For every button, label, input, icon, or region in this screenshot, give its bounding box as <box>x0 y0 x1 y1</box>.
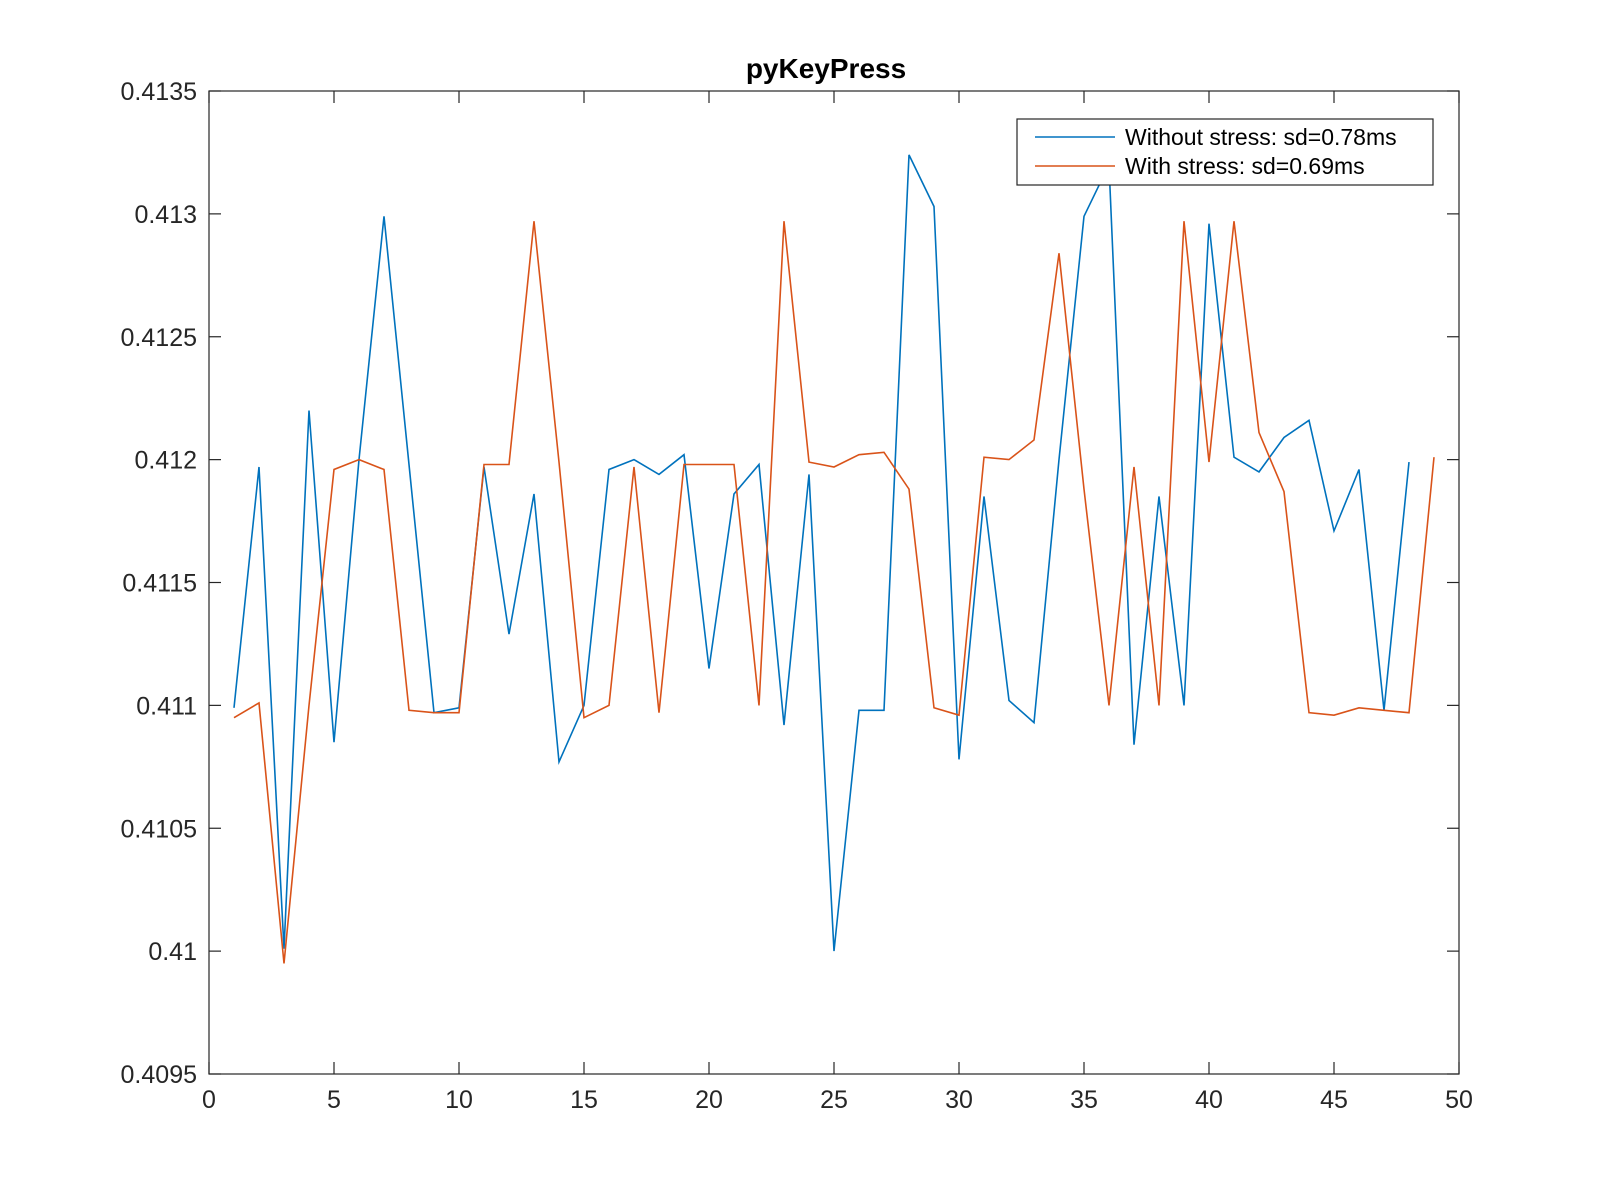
plot-area <box>209 91 1459 1074</box>
y-tick-label: 0.412 <box>134 447 197 475</box>
axes-box <box>208 90 1460 1075</box>
x-tick-label: 45 <box>1320 1086 1348 1114</box>
x-tick-label: 0 <box>202 1086 216 1114</box>
y-tick-label: 0.4095 <box>121 1061 197 1089</box>
y-tick-label: 0.413 <box>134 201 197 229</box>
series-line-0 <box>233 154 1410 952</box>
x-tick-label: 30 <box>945 1086 973 1114</box>
y-tick-label: 0.4135 <box>121 78 197 106</box>
chart-title: pyKeyPress <box>746 53 906 84</box>
x-tick-label: 50 <box>1445 1086 1473 1114</box>
y-tick-label: 0.4125 <box>121 324 197 352</box>
x-tick-label: 40 <box>1195 1086 1223 1114</box>
y-tick-label: 0.41 <box>148 938 197 966</box>
y-tick-label: 0.411 <box>136 692 197 720</box>
legend-label-1: With stress: sd=0.69ms <box>1125 153 1365 179</box>
legend: Without stress: sd=0.78ms With stress: sd… <box>1016 118 1434 186</box>
x-tick-label: 5 <box>327 1086 341 1114</box>
axis-ticks: 0 5 10 15 20 25 30 35 40 45 50 0.4095 0.41 0.4105 0.41… <box>121 78 1473 1114</box>
x-tick-label: 20 <box>695 1086 723 1114</box>
x-tick-label: 25 <box>820 1086 848 1114</box>
x-tick-label: 10 <box>445 1086 473 1114</box>
x-tick-label: 15 <box>570 1086 598 1114</box>
series-lines <box>233 154 1435 964</box>
x-tick-label: 35 <box>1070 1086 1098 1114</box>
series-line-1 <box>233 221 1435 964</box>
y-tick-label: 0.4115 <box>122 570 197 598</box>
y-tick-label: 0.4105 <box>121 815 197 843</box>
legend-label-0: Without stress: sd=0.78ms <box>1125 124 1397 150</box>
legend-box <box>1016 118 1434 186</box>
